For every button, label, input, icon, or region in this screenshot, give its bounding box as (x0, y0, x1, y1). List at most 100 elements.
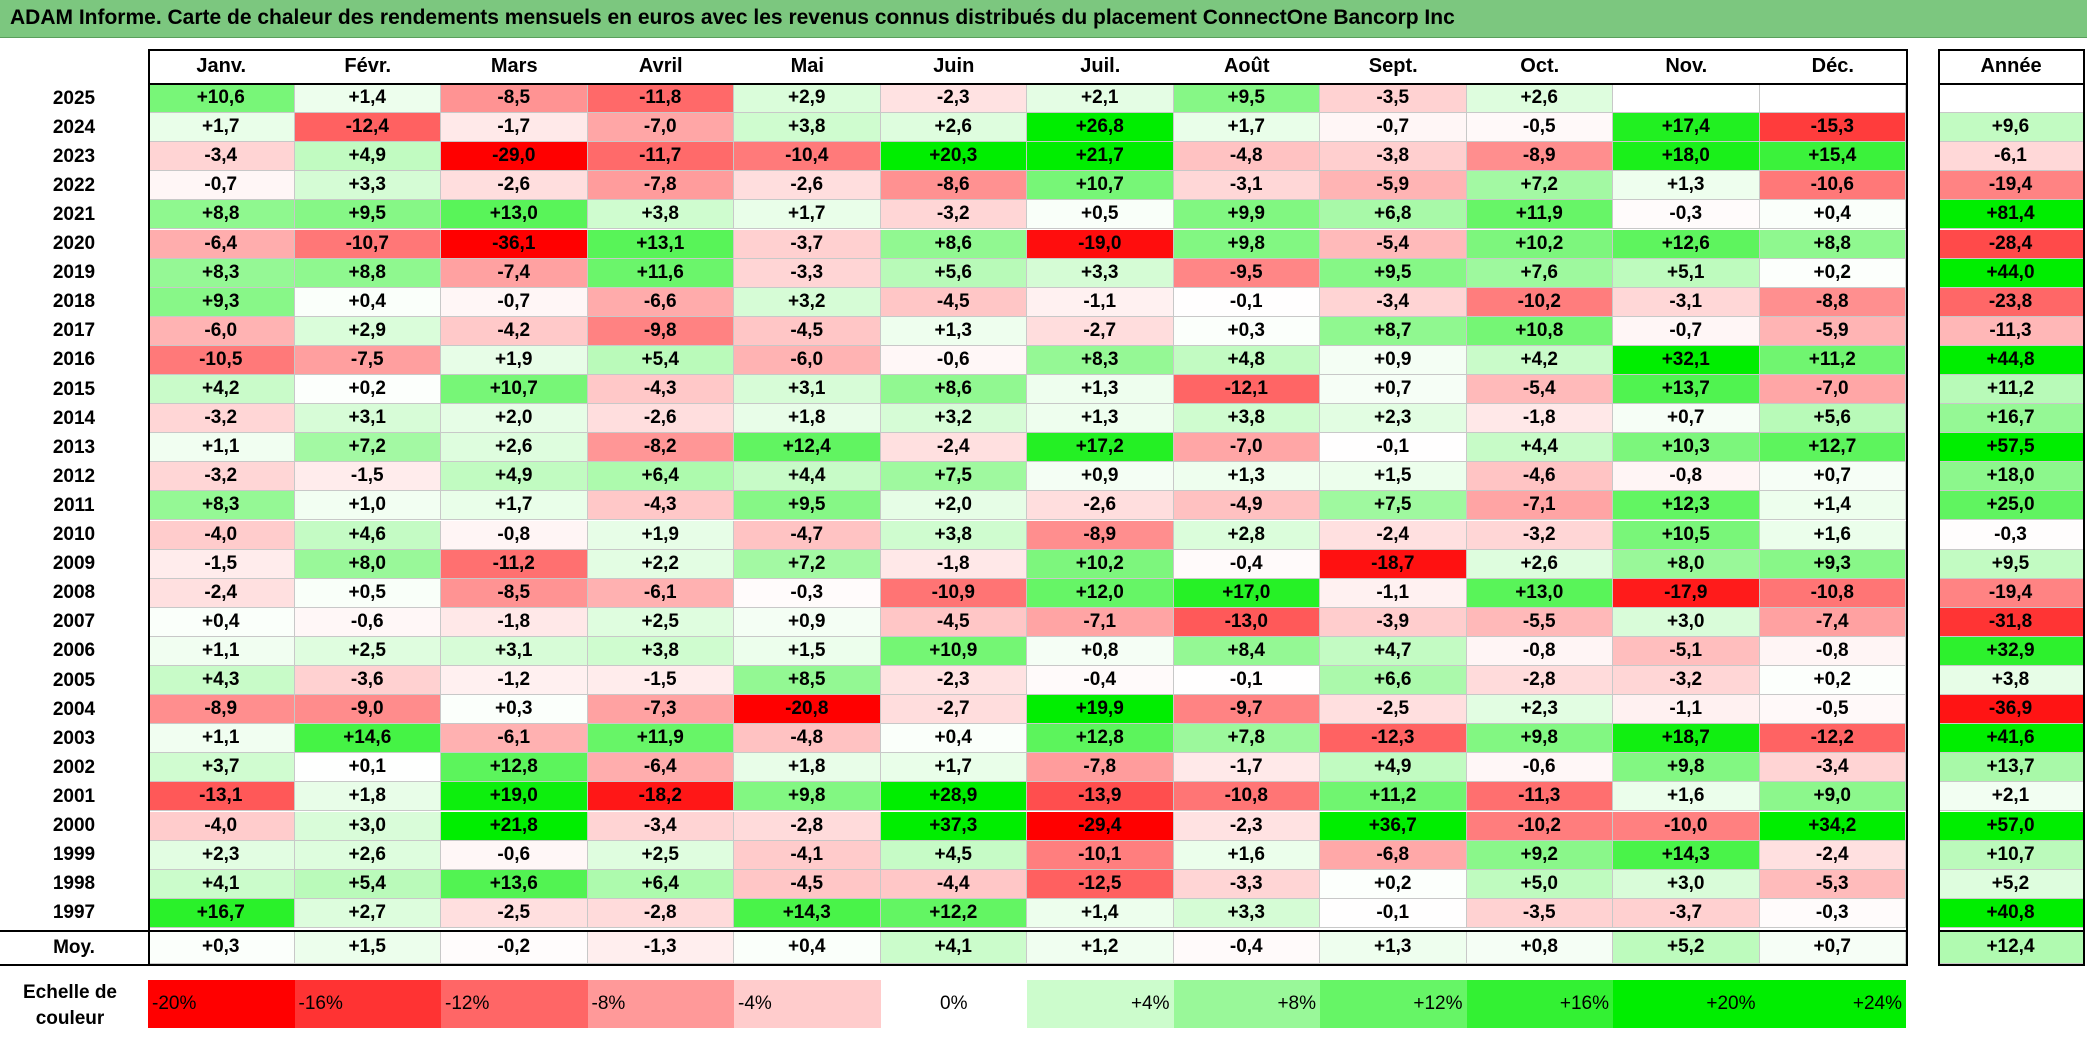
heatmap-cell: -2,4 (148, 578, 295, 608)
heatmap-cell: +8,6 (880, 229, 1027, 259)
heatmap-cell: +10,6 (148, 84, 295, 114)
heatmap-cell: +0,8 (1027, 636, 1174, 666)
heatmap-cell: +3,7 (148, 753, 295, 783)
annual-average-cell: +12,4 (1938, 931, 2084, 964)
heatmap-cell: -1,1 (1320, 578, 1467, 608)
heatmap-cell: +2,9 (294, 316, 441, 346)
heatmap-cell: -4,1 (734, 840, 881, 870)
heatmap-cell: +21,7 (1027, 142, 1174, 172)
heatmap-cell: -0,5 (1466, 113, 1613, 143)
heatmap-cell: -29,4 (1027, 811, 1174, 841)
annual-cell: +10,7 (1938, 840, 2084, 870)
heatmap-cell: -0,7 (148, 171, 295, 201)
annual-cell: -6,1 (1938, 142, 2084, 172)
heatmap-cell: +10,3 (1613, 433, 1760, 463)
heatmap-cell: -3,2 (148, 462, 295, 492)
heatmap-cell: -3,6 (294, 666, 441, 696)
heatmap-cell: +2,5 (294, 636, 441, 666)
heatmap-cell: +0,7 (1613, 404, 1760, 434)
heatmap-cell: +17,2 (1027, 433, 1174, 463)
heatmap-cell: +4,5 (880, 840, 1027, 870)
heatmap-cell: -12,2 (1759, 724, 1906, 754)
heatmap-cell: +8,0 (1613, 549, 1760, 579)
heatmap-cell: -4,3 (587, 491, 734, 521)
heatmap-cell: +10,9 (880, 636, 1027, 666)
heatmap-cell: +14,3 (1613, 840, 1760, 870)
heatmap-cell: +8,3 (148, 258, 295, 288)
heatmap-cell: +12,2 (880, 898, 1027, 928)
year-label: 2005 (52, 669, 96, 691)
heatmap-cell: +4,2 (1466, 345, 1613, 375)
heatmap-cell: -18,7 (1320, 549, 1467, 579)
heatmap-cell: +11,2 (1759, 345, 1906, 375)
heatmap-cell: -7,3 (587, 695, 734, 725)
heatmap-cell: -4,5 (880, 287, 1027, 317)
heatmap-cell: +1,5 (734, 636, 881, 666)
heatmap-cell: -2,6 (587, 404, 734, 434)
heatmap-cell: -0,1 (1320, 433, 1467, 463)
heatmap-cell: +9,0 (1759, 782, 1906, 812)
year-label: 1998 (52, 873, 96, 895)
year-label: 2015 (52, 378, 96, 400)
year-label: 2006 (52, 640, 96, 662)
heatmap-cell: +3,2 (734, 287, 881, 317)
heatmap-cell: +1,1 (148, 636, 295, 666)
annual-cell: +3,8 (1938, 666, 2084, 696)
annual-cell: -19,4 (1938, 578, 2084, 608)
annual-cell: +5,2 (1938, 869, 2084, 899)
heatmap-cell: -5,1 (1613, 636, 1760, 666)
year-label: 2002 (52, 756, 96, 778)
heatmap-cell: +6,8 (1320, 200, 1467, 230)
year-label: 2022 (52, 174, 96, 196)
annual-cell: +25,0 (1938, 491, 2084, 521)
heatmap-cell: +15,4 (1759, 142, 1906, 172)
heatmap-cell: +12,8 (1027, 724, 1174, 754)
annual-cell: +9,5 (1938, 549, 2084, 579)
heatmap-cell: -0,6 (880, 345, 1027, 375)
heatmap-cell: +2,6 (1466, 549, 1613, 579)
heatmap-cell: -4,0 (148, 811, 295, 841)
heatmap-cell: -11,8 (587, 84, 734, 114)
heatmap-cell: -1,1 (1613, 695, 1760, 725)
heatmap-cell: +2,5 (587, 840, 734, 870)
heatmap-cell: -36,1 (441, 229, 588, 259)
heatmap-cell: +4,9 (441, 462, 588, 492)
heatmap-cell: -2,5 (441, 898, 588, 928)
year-label: 2013 (52, 436, 96, 458)
heatmap-cell: -1,1 (1027, 287, 1174, 317)
heatmap-cell: +6,4 (587, 462, 734, 492)
annual-header-divider (1938, 83, 2085, 85)
heatmap-cell: -12,3 (1320, 724, 1467, 754)
month-header: Mai (734, 49, 881, 84)
heatmap-cell: -7,0 (587, 113, 734, 143)
heatmap-cell: +9,3 (1759, 549, 1906, 579)
heatmap-cell: -3,4 (1759, 753, 1906, 783)
heatmap-cell: +10,7 (1027, 171, 1174, 201)
heatmap-cell: +0,5 (1027, 200, 1174, 230)
annual-cell: -31,8 (1938, 607, 2084, 637)
average-cell: +0,8 (1466, 931, 1613, 964)
title-bar: ADAM Informe. Carte de chaleur des rende… (0, 0, 2087, 38)
heatmap-cell: +5,0 (1466, 869, 1613, 899)
heatmap-cell: +9,9 (1173, 200, 1320, 230)
heatmap-cell: -9,0 (294, 695, 441, 725)
heatmap-cell: +3,8 (734, 113, 881, 143)
month-header: Déc. (1759, 49, 1906, 84)
heatmap-cell: -4,8 (734, 724, 881, 754)
heatmap-cell: +12,8 (441, 753, 588, 783)
heatmap-cell: +2,2 (587, 549, 734, 579)
heatmap-cell: -6,0 (734, 345, 881, 375)
heatmap-cell: -4,6 (1466, 462, 1613, 492)
heatmap-cell: +12,0 (1027, 578, 1174, 608)
year-label: 2020 (52, 233, 96, 255)
annual-cell: +18,0 (1938, 462, 2084, 492)
header-divider (148, 83, 1908, 85)
annual-cell: -19,4 (1938, 171, 2084, 201)
heatmap-cell: +1,1 (148, 724, 295, 754)
heatmap-cell: -3,5 (1320, 84, 1467, 114)
heatmap-cell: -9,5 (1173, 258, 1320, 288)
heatmap-cell: +1,3 (1613, 171, 1760, 201)
annual-cell: -28,4 (1938, 229, 2084, 259)
heatmap-cell: +14,6 (294, 724, 441, 754)
month-header: Oct. (1466, 49, 1613, 84)
